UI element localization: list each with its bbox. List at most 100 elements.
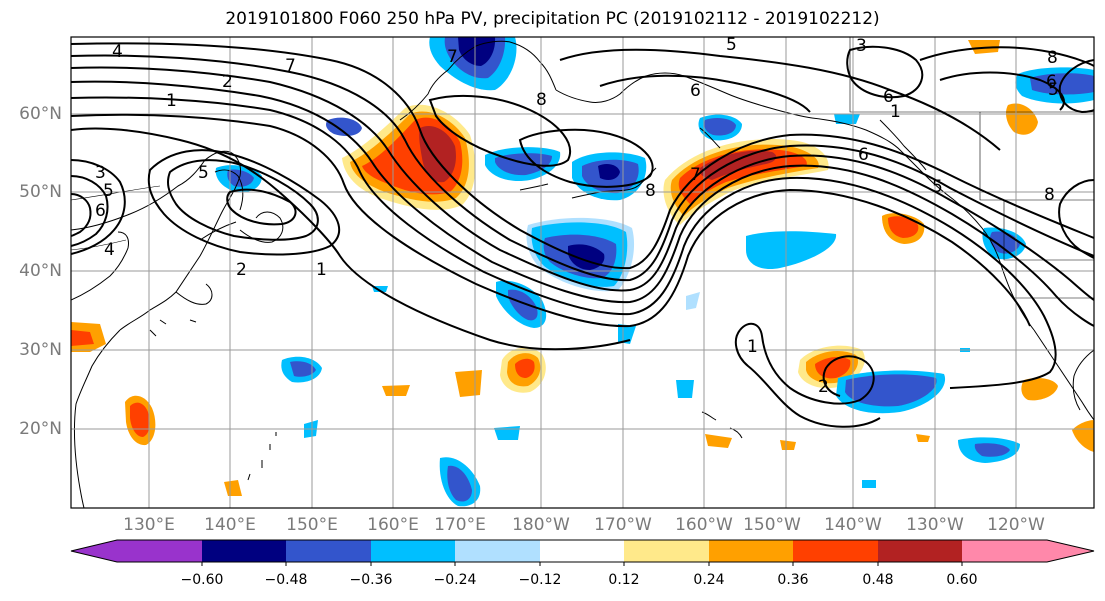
precip-negative-region <box>686 292 700 310</box>
colorbar-extend-low <box>71 540 117 562</box>
map-canvas: 4 7 2 1 3 5 6 4 5 1 2 7 8 8 5 6 6 7 6 5 … <box>71 37 1094 508</box>
colorbar-extend-high <box>1047 540 1094 562</box>
lat-label: 50°N <box>19 182 62 202</box>
lat-label: 40°N <box>19 261 62 281</box>
lon-label: 120°W <box>987 515 1045 535</box>
colorbar-tick-label: −0.48 <box>264 572 308 588</box>
pv-contour <box>71 42 1094 270</box>
border <box>71 239 127 251</box>
colorbar-tick-label: 0.36 <box>777 572 809 588</box>
contour-label: 5 <box>1048 80 1059 100</box>
colorbar-tick-label: 0.12 <box>608 572 640 588</box>
contour-label: 8 <box>536 90 547 110</box>
colorbar-segment <box>540 540 624 562</box>
contour-label: 8 <box>1044 185 1055 205</box>
lat-label: 30°N <box>19 340 62 360</box>
colorbar <box>70 539 1095 566</box>
precip-positive-region <box>224 480 242 496</box>
pv-contour <box>71 193 92 237</box>
colorbar-tick-label: −0.24 <box>433 572 477 588</box>
lon-label: 150°W <box>743 515 801 535</box>
contour-label: 3 <box>95 163 106 183</box>
border <box>979 112 1094 201</box>
pv-contour <box>739 322 875 405</box>
pv-contour <box>71 175 109 247</box>
precip-positive-region <box>916 434 930 442</box>
pv-contour <box>71 80 1094 327</box>
pv-contour <box>599 74 811 113</box>
lon-label: 130°W <box>906 515 964 535</box>
pv-contour <box>846 45 924 99</box>
precip-positive-region <box>888 216 919 238</box>
contour-label: 1 <box>166 91 177 111</box>
lon-label: 140°W <box>824 515 882 535</box>
contour-label: 6 <box>858 145 869 165</box>
lon-label: 160°W <box>675 515 733 535</box>
contour-label: 2 <box>236 260 247 280</box>
precip-negative-region <box>458 37 496 66</box>
pv-contour <box>71 66 1094 301</box>
pv-contour <box>559 48 1001 151</box>
colorbar-tick-label: 0.60 <box>946 572 978 588</box>
precip-positive-region <box>780 440 796 450</box>
contour-label: 6 <box>883 87 894 107</box>
pv-contour <box>147 149 340 256</box>
contour-label: 7 <box>285 56 296 76</box>
pv-contour <box>71 113 1031 328</box>
precip-negative-region <box>447 465 472 502</box>
precip-positive-region <box>1006 103 1038 135</box>
contour-label: 4 <box>112 42 123 62</box>
contour-label: 2 <box>818 377 829 397</box>
contour-label: 7 <box>690 165 701 185</box>
map-title: 2019101800 F060 250 hPa PV, precipitatio… <box>225 9 880 29</box>
pv-contours <box>71 42 1094 428</box>
coastline <box>555 72 685 103</box>
pv-contour <box>428 94 571 167</box>
lat-label: 20°N <box>19 419 62 439</box>
colorbar-tick-label: 0.48 <box>862 572 894 588</box>
lat-label: 60°N <box>19 104 62 124</box>
contour-label: 1 <box>747 337 758 357</box>
pv-contour <box>734 329 881 428</box>
coastline <box>214 169 244 211</box>
border <box>849 37 1094 113</box>
contour-label: 7 <box>447 47 458 67</box>
precip-negative-region <box>326 117 362 136</box>
contour-label: 8 <box>1047 48 1058 68</box>
colorbar-segment <box>878 540 962 562</box>
colorbar-segment <box>793 540 878 562</box>
colorbar-segment <box>117 540 202 562</box>
precip-negative-region <box>598 164 620 180</box>
contour-label: 2 <box>222 72 233 92</box>
map-frame <box>70 36 1095 509</box>
pv-contour <box>167 159 319 241</box>
contour-label: 5 <box>932 177 943 197</box>
precip-positive-region <box>705 434 732 448</box>
precip-negative-region <box>845 374 937 407</box>
coastline <box>74 329 121 508</box>
coastline <box>247 432 277 481</box>
pv-contour <box>1058 59 1094 114</box>
precip-negative-region <box>1030 73 1094 95</box>
lon-label: 180°W <box>512 515 570 535</box>
contour-label: 1 <box>316 260 327 280</box>
lon-label: 130°E <box>123 515 175 535</box>
precip-positive-region <box>71 330 94 346</box>
coastline <box>1072 349 1094 411</box>
pv-contour <box>71 96 1057 389</box>
coastline <box>71 231 129 301</box>
coastline <box>1033 329 1094 421</box>
coastline <box>879 119 927 171</box>
precip-negative-region <box>974 443 1010 457</box>
contour-label: 5 <box>198 163 209 183</box>
colorbar-tick-label: 0.24 <box>693 572 725 588</box>
precip-negative-region <box>508 289 538 321</box>
colorbar-segment <box>962 540 1047 562</box>
precip-positive-region <box>1021 378 1058 401</box>
contour-label: 6 <box>95 201 106 221</box>
precip-positive-region <box>515 358 535 378</box>
contour-label: 6 <box>690 81 701 101</box>
contour-label: 4 <box>104 240 115 260</box>
colorbar-segment <box>286 540 371 562</box>
coastline <box>175 283 213 305</box>
